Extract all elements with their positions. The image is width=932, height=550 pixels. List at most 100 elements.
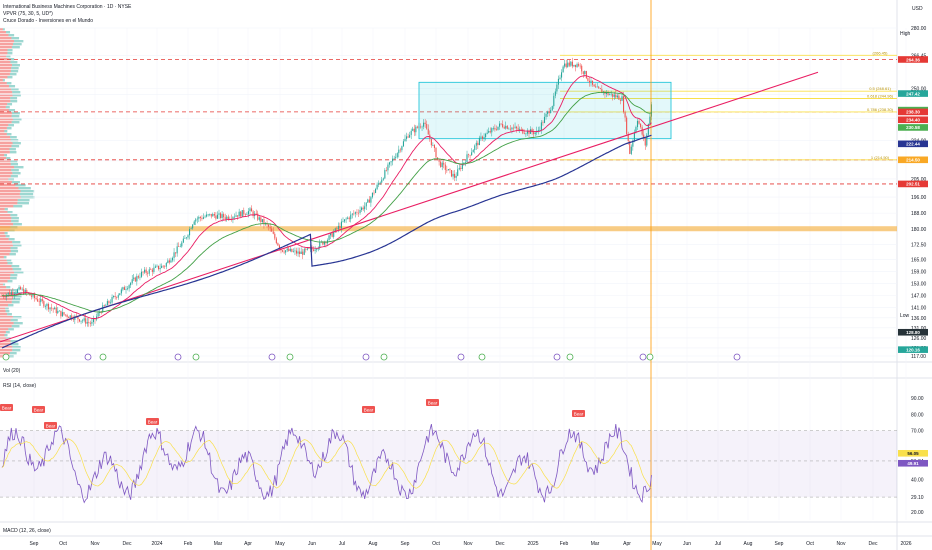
vpvr-bar bbox=[0, 169, 12, 172]
candle-body bbox=[130, 282, 132, 286]
candle-body bbox=[613, 94, 615, 97]
candle-body bbox=[102, 305, 104, 313]
candle-body bbox=[35, 297, 37, 300]
vpvr-bar bbox=[5, 307, 9, 310]
vpvr-bar bbox=[0, 352, 10, 355]
candle-body bbox=[151, 269, 153, 272]
vpvr-bar bbox=[11, 37, 20, 40]
time-tick-label: Nov bbox=[91, 541, 100, 547]
candle-body bbox=[457, 169, 459, 176]
macd-label[interactable]: MACD (12, 26, close) bbox=[3, 528, 51, 534]
vpvr-bar bbox=[10, 274, 18, 277]
candle-body bbox=[533, 132, 535, 135]
candle-body bbox=[582, 71, 584, 74]
support-zone bbox=[0, 226, 897, 232]
time-tick-label: Dec bbox=[869, 541, 878, 547]
candle-body bbox=[340, 221, 342, 229]
candle-body bbox=[215, 215, 217, 219]
bear-signal-label: Bear bbox=[148, 420, 158, 425]
candle-body bbox=[342, 221, 344, 223]
price-tick-label: 159.00 bbox=[911, 269, 927, 275]
candle-body bbox=[89, 322, 91, 324]
vpvr-bar bbox=[3, 256, 7, 259]
vpvr-bar bbox=[5, 310, 10, 313]
vpvr-bar bbox=[2, 79, 5, 82]
vpvr-indicator-label[interactable]: VPVR (75, 30, 5, UD*) bbox=[3, 11, 53, 17]
vpvr-bar bbox=[8, 124, 14, 127]
vpvr-bar bbox=[0, 184, 16, 187]
vpvr-bar bbox=[7, 211, 13, 214]
rsi-ma-line bbox=[1, 438, 652, 489]
candle-body bbox=[458, 167, 460, 170]
vpvr-bar bbox=[7, 280, 13, 283]
vpvr-bar bbox=[0, 133, 7, 136]
candle-body bbox=[10, 292, 12, 295]
candle-body bbox=[514, 126, 516, 128]
vpvr-bar bbox=[0, 247, 11, 250]
candle-body bbox=[601, 89, 603, 94]
vpvr-bar bbox=[0, 187, 19, 190]
price-badge bbox=[898, 328, 928, 336]
candle-body bbox=[190, 228, 192, 230]
golden-cross-indicator-label[interactable]: Cruce Dorado - Inversiones en el Mundo bbox=[3, 18, 94, 24]
event-marker bbox=[2, 353, 10, 361]
candle-body bbox=[483, 137, 485, 139]
candle-body bbox=[486, 132, 488, 134]
candle-body bbox=[623, 96, 625, 113]
candle-body bbox=[605, 91, 608, 94]
candle-body bbox=[643, 134, 645, 138]
candle-body bbox=[461, 164, 463, 169]
candle-body bbox=[356, 212, 358, 213]
vpvr-bar bbox=[0, 262, 8, 265]
time-tick-label: Feb bbox=[184, 541, 193, 547]
vpvr-bar bbox=[0, 244, 13, 247]
candle-body bbox=[198, 217, 200, 219]
candle-body bbox=[226, 216, 228, 219]
vpvr-bar bbox=[13, 43, 22, 46]
candle-body bbox=[71, 315, 73, 319]
vpvr-bar bbox=[4, 154, 8, 157]
rsi-tick-label: 80.00 bbox=[911, 412, 924, 418]
vpvr-bar bbox=[0, 307, 6, 310]
candle-body bbox=[218, 213, 220, 215]
candle-body bbox=[243, 210, 245, 215]
vpvr-bar bbox=[0, 94, 13, 97]
candle-body bbox=[156, 265, 158, 267]
price-tick-label: 117.00 bbox=[911, 354, 926, 360]
vpvr-bar bbox=[0, 103, 8, 106]
vpvr-bar bbox=[8, 328, 14, 331]
vpvr-bar bbox=[0, 346, 13, 349]
ema-mid-line bbox=[2, 91, 652, 313]
time-tick-label: Mar bbox=[591, 541, 600, 547]
candle-body bbox=[607, 91, 609, 95]
candle-body bbox=[12, 292, 14, 295]
candle-body bbox=[390, 161, 392, 163]
candle-body bbox=[505, 125, 507, 129]
candle-body bbox=[145, 269, 147, 273]
candle-body bbox=[92, 318, 94, 323]
vpvr-bar bbox=[11, 265, 20, 268]
volume-label[interactable]: Vol (20) bbox=[3, 368, 21, 374]
price-badge-label: 264.36 bbox=[906, 57, 920, 62]
candle-body bbox=[249, 208, 251, 212]
candle-body bbox=[272, 231, 274, 234]
vpvr-bar bbox=[12, 172, 21, 175]
time-tick-label: Sep bbox=[401, 541, 410, 547]
price-badge bbox=[898, 124, 928, 131]
candle-body bbox=[40, 298, 42, 303]
candle-body bbox=[111, 297, 113, 303]
price-tick-label: 147.00 bbox=[911, 294, 927, 300]
candle-body bbox=[125, 289, 127, 290]
candle-body bbox=[159, 267, 161, 270]
candle-body bbox=[184, 238, 186, 239]
vpvr-bar bbox=[0, 268, 13, 271]
rsi-label[interactable]: RSI (14, close) bbox=[3, 383, 37, 389]
candle-body bbox=[393, 158, 395, 159]
candle-body bbox=[291, 248, 293, 252]
candle-body bbox=[331, 233, 333, 237]
candle-body bbox=[241, 210, 243, 217]
vpvr-bar bbox=[0, 331, 6, 334]
vpvr-bar bbox=[17, 202, 29, 205]
vpvr-bar bbox=[0, 193, 20, 196]
